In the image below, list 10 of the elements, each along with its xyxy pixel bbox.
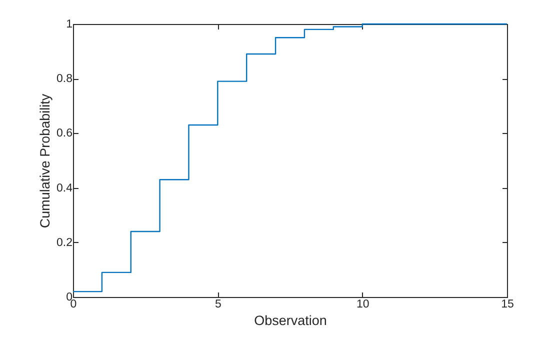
x-tick-label: 10 [356,298,370,310]
y-tick-label: 0.8 [56,73,72,86]
x-tick-label: 15 [501,298,514,310]
y-tick-label: 1 [66,18,72,30]
x-tick-label: 5 [214,298,222,310]
y-tick-label: 0.4 [56,182,74,194]
y-tick-label: 0.2 [56,236,72,249]
x-axis-title: Observation [254,313,327,328]
y-tick-label: 0.6 [56,128,72,140]
y-axis-title: Cumulative Probability [38,94,53,228]
